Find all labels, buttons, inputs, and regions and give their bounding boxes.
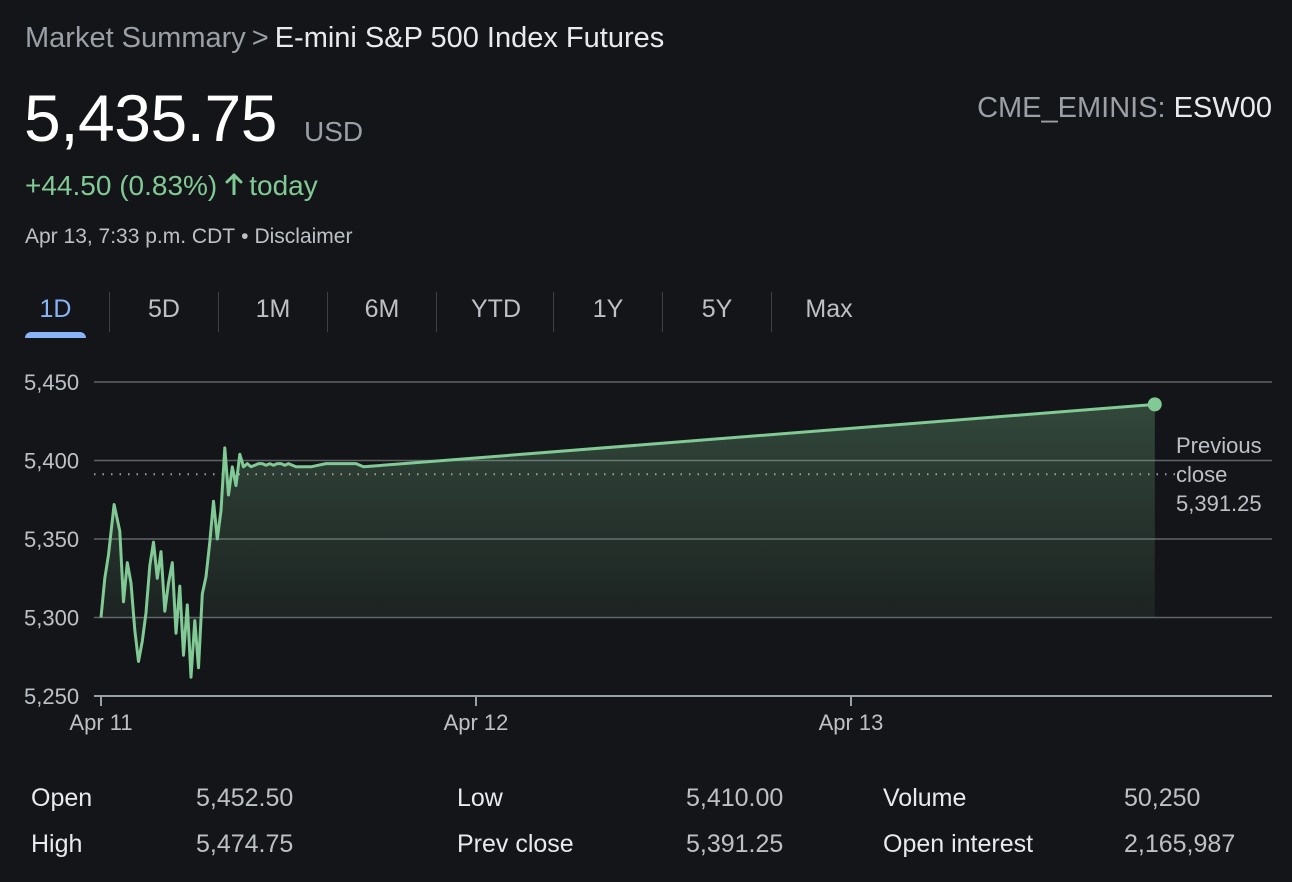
tab-1d[interactable]: 1D: [39, 295, 72, 323]
arrow-up-icon: [225, 170, 243, 202]
y-tick-label: 5,450: [24, 370, 79, 395]
tab-divider: [109, 292, 110, 332]
change-value: +44.50 (0.83%): [25, 170, 218, 201]
tab-max[interactable]: Max: [805, 295, 853, 323]
tab-1y[interactable]: 1Y: [592, 295, 624, 323]
stat-label-open: Open: [31, 784, 93, 812]
active-tab-indicator: [25, 332, 86, 338]
tab-divider: [327, 292, 328, 332]
tab-divider: [436, 292, 437, 332]
stat-value-low: 5,410.00: [686, 784, 784, 812]
breadcrumb: Market Summary > E-mini S&P 500 Index Futu…: [25, 22, 664, 55]
meta-separator: •: [241, 225, 249, 248]
change-period: today: [249, 170, 318, 201]
stat-label-open-interest: Open interest: [883, 830, 1034, 858]
stat-label-prev-close: Prev close: [457, 830, 574, 858]
y-tick-label: 5,400: [24, 449, 79, 474]
stat-value-high: 5,474.75: [196, 830, 294, 858]
y-tick-label: 5,250: [24, 684, 79, 709]
tab-divider: [662, 292, 663, 332]
y-tick-label: 5,300: [24, 606, 79, 631]
tab-6m[interactable]: 6M: [364, 295, 400, 323]
x-axis: Apr 11 Apr 12 Apr 13: [69, 696, 883, 735]
ticker-label: CME_EMINIS: ESW00: [977, 92, 1272, 125]
exchange-name: CME_EMINIS:: [977, 92, 1166, 124]
x-tick-label: Apr 13: [819, 710, 884, 735]
y-tick-label: 5,350: [24, 527, 79, 552]
tab-1m[interactable]: 1M: [255, 295, 291, 323]
quote-timestamp: Apr 13, 7:33 p.m. CDT: [25, 225, 236, 248]
quote-meta: Apr 13, 7:33 p.m. CDT • Disclaimer: [25, 225, 352, 249]
y-axis: 5,450 5,400 5,350 5,300 5,250: [24, 370, 79, 709]
stat-value-open-interest: 2,165,987: [1124, 830, 1236, 858]
tab-5d[interactable]: 5D: [148, 295, 180, 323]
tab-divider: [553, 292, 554, 332]
previous-close-value: 5,391.25: [1176, 491, 1262, 516]
stat-value-prev-close: 5,391.25: [686, 830, 784, 858]
current-price: 5,435.75: [24, 81, 277, 155]
price-change: +44.50 (0.83%) today: [25, 170, 318, 202]
stat-value-volume: 50,250: [1124, 784, 1201, 812]
x-tick-label: Apr 11: [69, 710, 132, 735]
stat-value-open: 5,452.50: [196, 784, 294, 812]
previous-close-label: Previous: [1176, 433, 1262, 458]
page-title: E-mini S&P 500 Index Futures: [274, 22, 665, 54]
x-tick-label: Apr 12: [444, 710, 509, 735]
breadcrumb-separator: >: [251, 22, 269, 54]
current-price-marker: [1147, 397, 1162, 412]
price-line: [99, 402, 1155, 679]
stat-label-high: High: [31, 830, 83, 858]
breadcrumb-market-summary-link[interactable]: Market Summary: [25, 22, 246, 54]
ticker-symbol: ESW00: [1173, 92, 1272, 124]
stat-label-volume: Volume: [883, 784, 967, 812]
price-area-fill: [101, 404, 1155, 678]
stat-label-low: Low: [457, 784, 503, 812]
disclaimer-link[interactable]: Disclaimer: [254, 225, 353, 248]
currency-label: USD: [304, 116, 364, 147]
tab-divider: [771, 292, 772, 332]
tab-divider: [218, 292, 219, 332]
tab-ytd[interactable]: YTD: [471, 295, 521, 323]
key-stats: Open 5,452.50 High 5,474.75 Low 5,410.00…: [0, 780, 1292, 870]
previous-close-label: close: [1176, 462, 1227, 487]
tab-5y[interactable]: 5Y: [701, 295, 733, 323]
